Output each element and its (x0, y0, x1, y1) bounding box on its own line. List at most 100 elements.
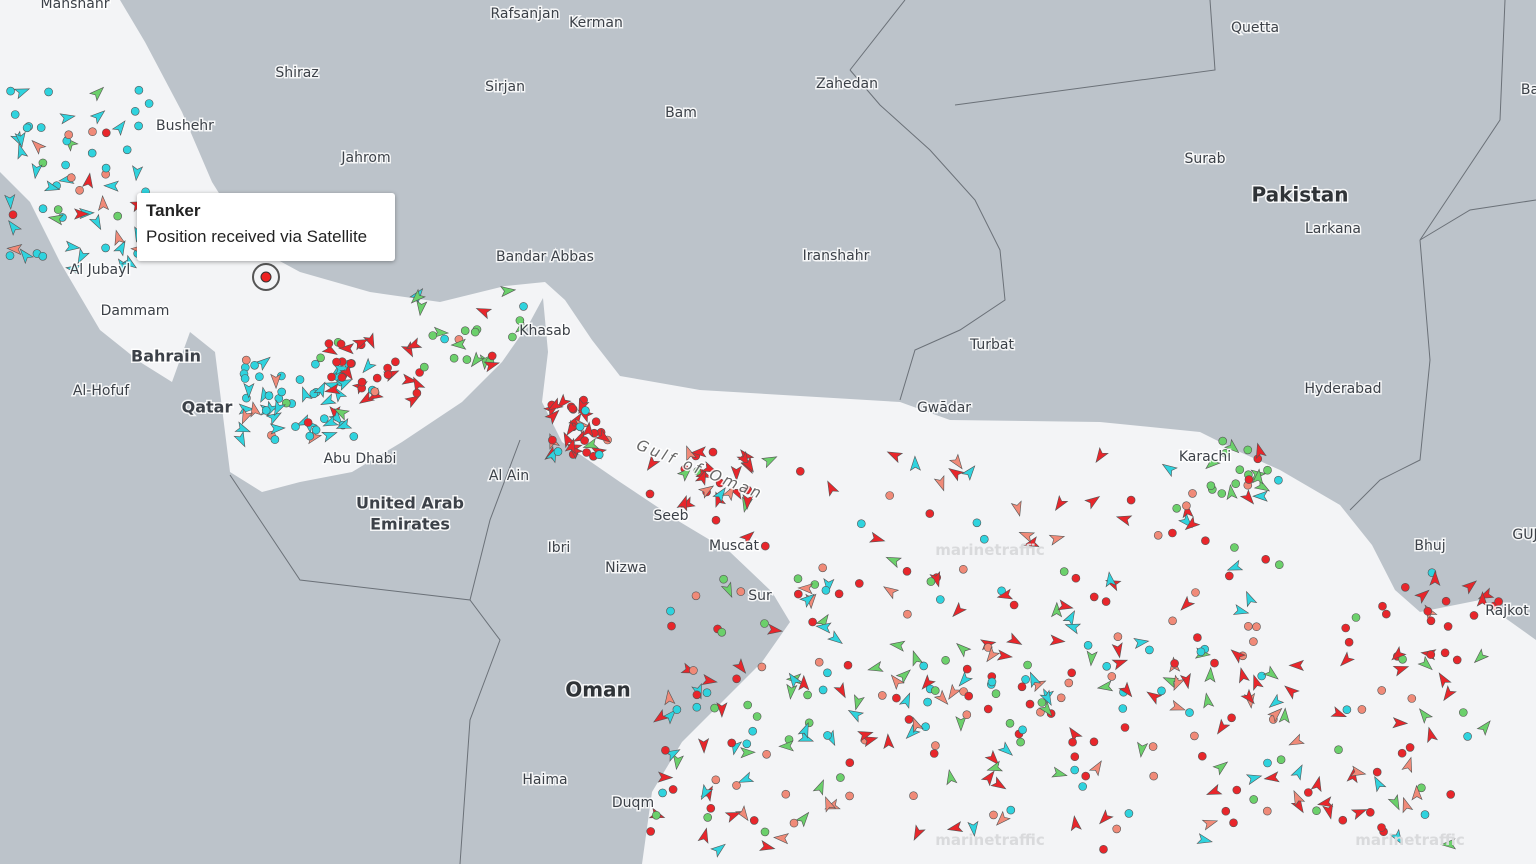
vessel-marker[interactable] (798, 674, 810, 691)
vessel-marker[interactable] (708, 447, 718, 457)
vessel-marker[interactable] (1289, 789, 1306, 807)
vessel-marker[interactable] (64, 130, 73, 139)
vessel-marker[interactable] (324, 383, 341, 396)
vessel-marker[interactable] (29, 137, 47, 155)
vessel-marker[interactable] (1232, 604, 1250, 618)
vessel-marker[interactable] (1228, 646, 1247, 664)
vessel-marker[interactable] (1230, 543, 1239, 552)
vessel-marker[interactable] (717, 627, 727, 637)
vessel-marker[interactable] (261, 406, 271, 415)
vessel-marker[interactable] (697, 783, 714, 802)
vessel-marker[interactable] (13, 84, 32, 100)
vessel-marker[interactable] (1088, 758, 1106, 777)
vessel-marker[interactable] (1218, 436, 1227, 446)
vessel-marker[interactable] (949, 601, 967, 620)
vessel-marker[interactable] (1242, 590, 1258, 608)
vessel-marker[interactable] (712, 485, 729, 504)
vessel-marker[interactable] (946, 464, 965, 482)
vessel-marker[interactable] (1397, 748, 1407, 758)
vessel-marker[interactable] (415, 368, 424, 377)
vessel-marker[interactable] (1426, 616, 1436, 626)
vessel-marker[interactable] (1201, 816, 1219, 831)
vessel-marker[interactable] (720, 581, 737, 599)
vessel-marker[interactable] (1048, 532, 1066, 546)
vessel-marker[interactable] (1078, 782, 1087, 791)
vessel-marker[interactable] (44, 87, 53, 97)
vessel-marker[interactable] (8, 210, 18, 219)
vessel-marker[interactable] (795, 809, 813, 828)
vessel-marker[interactable] (732, 781, 741, 790)
vessel-marker[interactable] (740, 456, 758, 474)
vessel-marker[interactable] (743, 485, 753, 495)
vessel-marker[interactable] (88, 127, 97, 136)
vessel-marker[interactable] (1169, 699, 1186, 715)
vessel-marker[interactable] (75, 186, 84, 195)
vessel-marker[interactable] (672, 705, 682, 714)
vessel-marker[interactable] (332, 405, 350, 421)
vessel-marker[interactable] (260, 271, 272, 283)
vessel-marker[interactable] (926, 577, 936, 586)
vessel-marker[interactable] (240, 374, 250, 383)
vessel-marker[interactable] (1476, 718, 1494, 736)
vessel-marker[interactable] (581, 406, 590, 415)
vessel-marker[interactable] (242, 355, 251, 365)
vessel-marker[interactable] (87, 148, 97, 158)
vessel-marker[interactable] (1236, 667, 1250, 684)
vessel-marker[interactable] (979, 534, 989, 544)
vessel-marker[interactable] (1204, 666, 1216, 683)
vessel-marker[interactable] (964, 691, 974, 701)
vessel-marker[interactable] (643, 454, 661, 473)
vessel-marker[interactable] (255, 353, 273, 371)
vessel-marker[interactable] (667, 621, 676, 631)
vessel-marker[interactable] (103, 180, 119, 192)
vessel-marker[interactable] (1182, 502, 1194, 519)
vessel-marker[interactable] (749, 816, 759, 825)
vessel-marker[interactable] (546, 397, 564, 414)
vessel-marker[interactable] (1231, 479, 1240, 489)
vessel-marker[interactable] (131, 165, 144, 182)
vessel-marker[interactable] (352, 335, 370, 351)
vessel-marker[interactable] (559, 430, 576, 449)
vessel-marker[interactable] (404, 391, 422, 409)
vessel-marker[interactable] (808, 617, 817, 627)
vessel-marker[interactable] (752, 712, 762, 721)
vessel-marker[interactable] (818, 563, 828, 573)
vessel-marker[interactable] (1221, 448, 1230, 458)
vessel-marker[interactable] (1469, 611, 1479, 620)
vessel-marker[interactable] (935, 595, 945, 604)
vessel-marker[interactable] (883, 733, 895, 750)
vessel-marker[interactable] (305, 431, 315, 441)
vessel-marker[interactable] (925, 509, 935, 518)
vessel-marker[interactable] (933, 474, 949, 492)
vessel-marker[interactable] (682, 444, 697, 462)
vessel-marker[interactable] (1038, 701, 1055, 719)
vessel-marker[interactable] (1392, 662, 1410, 677)
vessel-marker[interactable] (582, 421, 594, 438)
vessel-marker[interactable] (1232, 785, 1242, 795)
vessel-marker[interactable] (359, 357, 377, 376)
vessel-marker[interactable] (594, 450, 604, 460)
vessel-marker[interactable] (1452, 655, 1462, 665)
vessel-marker[interactable] (332, 357, 341, 367)
vessel-marker[interactable] (1249, 637, 1258, 646)
vessel-marker[interactable] (1124, 809, 1134, 818)
vessel-marker[interactable] (1039, 689, 1055, 707)
vessel-marker[interactable] (846, 706, 865, 723)
vessel-marker[interactable] (1440, 685, 1457, 703)
vessel-marker[interactable] (1067, 668, 1076, 678)
vessel-marker[interactable] (1310, 775, 1324, 793)
vessel-marker[interactable] (1089, 737, 1099, 747)
vessel-marker[interactable] (1257, 671, 1266, 681)
vessel-marker[interactable] (460, 326, 470, 336)
vessel-marker[interactable] (370, 387, 380, 396)
vessel-marker[interactable] (1198, 751, 1207, 761)
vessel-marker[interactable] (111, 118, 129, 136)
vessel-marker[interactable] (691, 591, 701, 601)
vessel-marker[interactable] (6, 243, 23, 256)
vessel-marker[interactable] (1021, 675, 1030, 684)
vessel-marker[interactable] (544, 407, 562, 425)
vessel-marker[interactable] (760, 827, 770, 837)
vessel-marker[interactable] (823, 668, 832, 678)
vessel-marker[interactable] (989, 810, 998, 820)
vessel-marker[interactable] (383, 370, 393, 380)
